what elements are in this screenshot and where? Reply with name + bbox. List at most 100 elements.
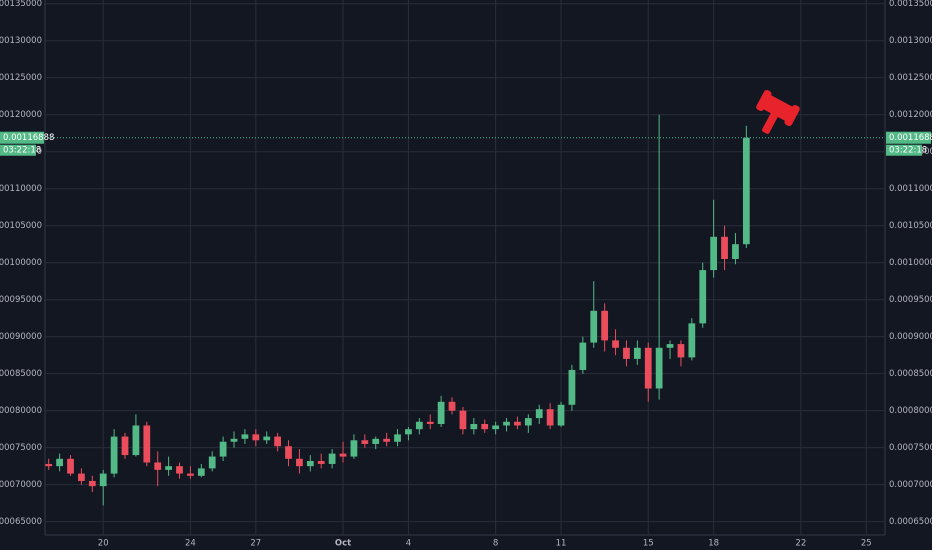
countdown-tag <box>0 144 36 156</box>
x-tick-label: Oct <box>335 539 351 549</box>
candle-body <box>503 421 510 426</box>
countdown-label: 03:22:18 <box>3 146 41 156</box>
candle-body <box>208 456 216 469</box>
x-tick-label: 24 <box>185 539 196 549</box>
candle-body <box>285 446 292 459</box>
candle-body <box>721 236 728 259</box>
candle-body <box>601 310 609 341</box>
y-tick-label: 0.00135000 <box>889 0 932 9</box>
y-tick-label: 0.00110000 <box>889 184 932 194</box>
gavel-face <box>756 89 772 112</box>
x-tick-label: 22 <box>795 539 806 549</box>
candle-body <box>296 458 303 467</box>
candle-body <box>328 453 336 464</box>
y-tick-label: 0.00105000 <box>0 221 42 231</box>
y-tick-label: 0.00065000 <box>889 517 932 527</box>
candle-body <box>590 310 598 343</box>
y-tick-label: 0.00105000 <box>889 221 932 231</box>
candle-body <box>230 438 238 442</box>
candle-body <box>132 425 140 456</box>
price-tag <box>886 131 931 144</box>
candle-body <box>699 270 707 324</box>
candle-body <box>110 436 118 474</box>
candle-body <box>252 434 260 441</box>
price-tag-label: 0.00116888 <box>889 133 932 143</box>
candle-body <box>612 340 619 348</box>
candle-body <box>176 466 183 474</box>
gavel-handle <box>762 112 779 134</box>
candle-body <box>99 473 107 487</box>
candle-body <box>666 344 674 348</box>
y-tick-label: 0.00085000 <box>889 369 932 379</box>
price-tag <box>0 131 44 144</box>
candle-body <box>143 425 151 463</box>
candle-body <box>88 480 96 487</box>
y-tick-label: 0.00125000 <box>0 73 42 83</box>
x-tick-label: 11 <box>556 539 567 549</box>
y-tick-label: 0.00130000 <box>889 36 932 46</box>
y-tick-label: 0.00065000 <box>0 517 42 527</box>
y-tick-label: 0.00080000 <box>0 406 42 416</box>
candle-body <box>383 438 391 442</box>
x-tick-label: 18 <box>708 539 719 549</box>
candle-body <box>459 410 467 430</box>
candle-body <box>481 424 489 430</box>
x-tick-label: 27 <box>250 539 261 549</box>
candle-body <box>546 409 554 426</box>
candle-body <box>514 421 521 426</box>
candle-body <box>535 409 543 419</box>
countdown-label: 03:22:18 <box>889 146 927 156</box>
candle-body <box>274 436 281 447</box>
x-tick-label: 15 <box>643 539 654 549</box>
candle-body <box>350 440 358 457</box>
y-tick-label: 0.00090000 <box>0 332 42 342</box>
candle-body <box>492 425 500 430</box>
candle-body <box>644 347 652 389</box>
gavel-icon <box>756 89 800 134</box>
y-tick-label: 0.00100000 <box>0 258 42 268</box>
candle-body <box>197 468 205 476</box>
x-tick-label: 25 <box>861 539 872 549</box>
y-tick-label: 0.00075000 <box>0 443 42 453</box>
candle-body <box>45 463 53 467</box>
candle-body <box>448 401 456 411</box>
candle-body <box>187 473 194 476</box>
y-tick-label: 0.00135000 <box>0 0 42 9</box>
x-tick-label: 4 <box>406 539 411 549</box>
candle-body <box>623 347 630 359</box>
candle-body <box>121 436 129 456</box>
candle-body <box>56 458 63 467</box>
candle-body <box>154 462 162 470</box>
x-tick-label: 8 <box>493 539 498 549</box>
candle-body <box>263 436 271 441</box>
candle-body <box>67 458 74 474</box>
candle-body <box>219 441 227 457</box>
y-tick-label: 0.00090000 <box>889 332 932 342</box>
candle-body <box>78 473 85 481</box>
candle-body <box>394 434 401 442</box>
candle-body <box>317 461 325 464</box>
y-tick-label: 0.00095000 <box>889 295 932 305</box>
y-tick-label: 0.00130000 <box>0 36 42 46</box>
y-tick-label: 0.00080000 <box>889 406 932 416</box>
candle-body <box>415 421 423 430</box>
candle-body <box>165 466 172 470</box>
gavel-head <box>761 94 795 122</box>
candles <box>45 114 885 506</box>
candle-body <box>372 438 380 444</box>
candle-body <box>241 434 249 439</box>
y-tick-label: 0.00100000 <box>889 258 932 268</box>
candle-body <box>361 440 369 444</box>
candle-body <box>568 369 576 405</box>
candle-body <box>742 137 750 245</box>
y-tick-label: 0.00095000 <box>0 295 42 305</box>
gavel-face <box>784 104 800 127</box>
candle-body <box>470 424 478 430</box>
candle-body <box>710 236 718 271</box>
y-tick-label: 0.00120000 <box>0 110 42 120</box>
y-tick-label: 0.00070000 <box>0 480 42 490</box>
price-tag-label: 0.00116888 <box>3 133 54 143</box>
